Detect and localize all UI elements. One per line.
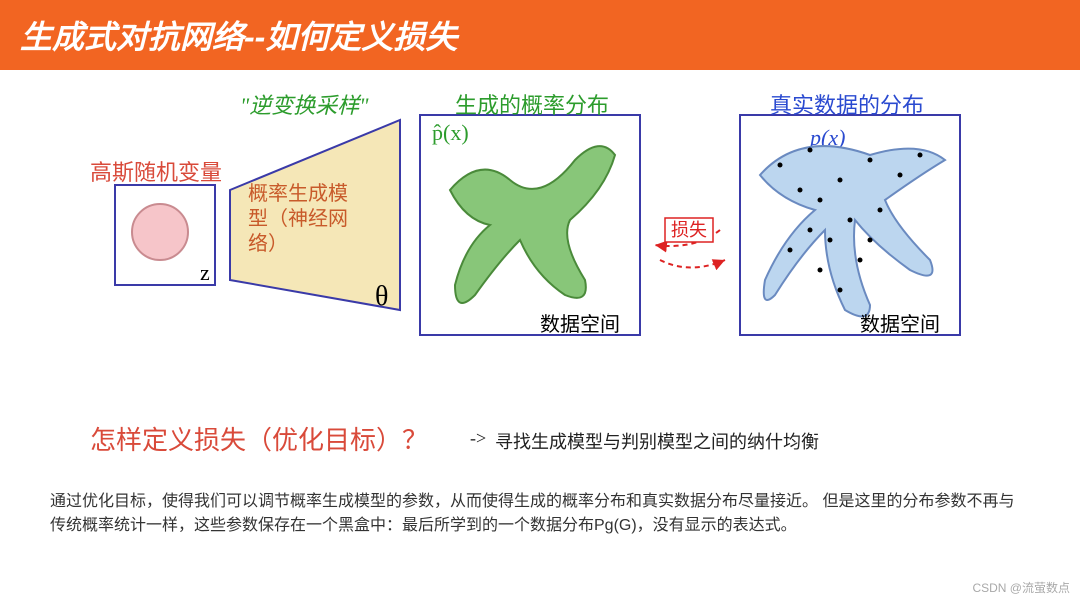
generator-text-1: 概率生成模 [248, 182, 348, 205]
loss-label: 损失 [671, 220, 707, 240]
answer-arrow: -> [470, 428, 486, 449]
generated-footer: 数据空间 [540, 308, 620, 337]
generator-text-2: 型（神经网 [248, 207, 348, 230]
gaussian-circle [132, 204, 188, 260]
watermark: CSDN @流萤数点 [972, 579, 1070, 596]
real-footer: 数据空间 [860, 308, 940, 337]
explanation-paragraph: 通过优化目标，使得我们可以调节概率生成模型的参数，从而使得生成的概率分布和真实数… [50, 490, 1030, 538]
answer-text: 寻找生成模型与判别模型之间的纳什均衡 [495, 428, 819, 454]
generated-title: 生成的概率分布 [455, 88, 609, 120]
phat-label: p̂(x) [432, 120, 469, 145]
gaussian-label: 高斯随机变量 [90, 155, 222, 187]
generator-text-3: 络） [248, 232, 288, 255]
theta-label: θ [375, 281, 388, 312]
slide-title: 生成式对抗网络--如何定义损失 [20, 19, 457, 55]
real-title: 真实数据的分布 [770, 88, 924, 120]
loss-arrow-right [660, 260, 725, 268]
z-label: z [200, 260, 210, 285]
inverse-sampling-label: "逆变换采样" [240, 88, 368, 120]
question-text: 怎样定义损失（优化目标）？ [90, 420, 428, 457]
